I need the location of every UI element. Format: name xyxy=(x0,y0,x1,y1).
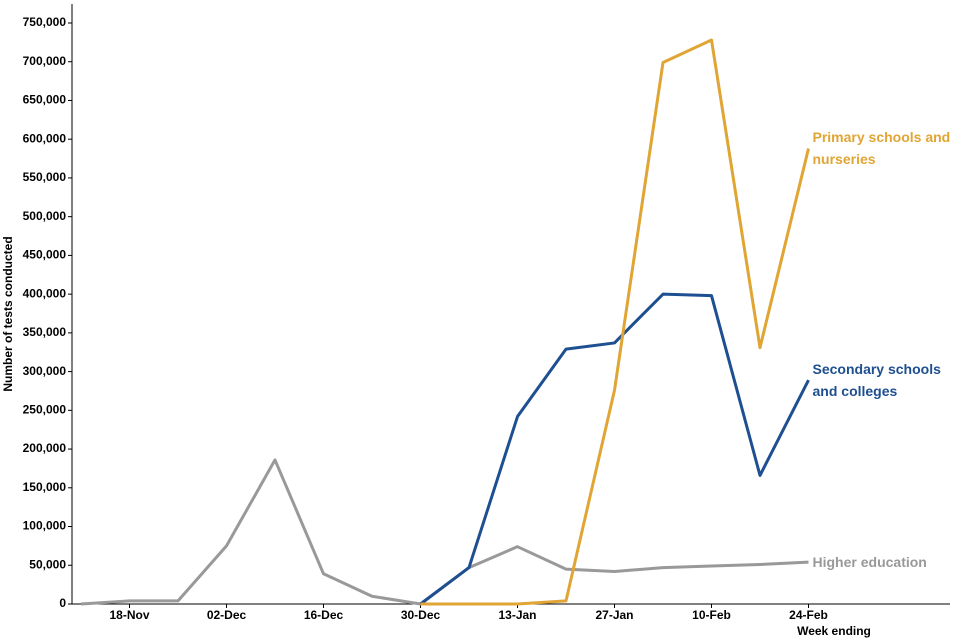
y-tick-label: 600,000 xyxy=(23,131,67,145)
y-tick-label: 0 xyxy=(59,596,66,610)
x-tick-label: 16-Dec xyxy=(304,608,344,622)
y-tick-label: 150,000 xyxy=(23,480,67,494)
y-tick-label: 750,000 xyxy=(23,15,67,29)
x-tick-label: 13-Jan xyxy=(498,608,536,622)
y-tick-label: 300,000 xyxy=(23,364,67,378)
y-tick-label: 400,000 xyxy=(23,286,67,300)
y-tick-label: 100,000 xyxy=(23,519,67,533)
y-tick-label: 200,000 xyxy=(23,441,67,455)
series-line xyxy=(419,292,810,606)
y-tick-label: 350,000 xyxy=(23,325,67,339)
series-line xyxy=(80,458,809,606)
x-axis-label: Week ending xyxy=(797,624,871,638)
y-axis-label: Number of tests conducted xyxy=(1,236,15,391)
x-tick-label: 30-Dec xyxy=(401,608,441,622)
x-tick-label: 24-Feb xyxy=(789,608,828,622)
x-tick-label: 02-Dec xyxy=(207,608,247,622)
x-tick-label: 27-Jan xyxy=(595,608,633,622)
y-tick-label: 450,000 xyxy=(23,248,67,262)
series-label: Higher education xyxy=(812,554,927,571)
x-tick-label: 18-Nov xyxy=(109,608,149,622)
y-tick-label: 250,000 xyxy=(23,403,67,417)
series-label: Primary schools and nurseries xyxy=(812,129,951,168)
series-line xyxy=(420,38,810,606)
y-tick-label: 550,000 xyxy=(23,170,67,184)
y-tick-label: 650,000 xyxy=(23,93,67,107)
x-tick-label: 10-Feb xyxy=(692,608,731,622)
y-tick-label: 700,000 xyxy=(23,54,67,68)
series-label: Secondary schools and colleges xyxy=(812,361,941,400)
y-tick-label: 500,000 xyxy=(23,209,67,223)
y-tick-label: 50,000 xyxy=(29,557,66,571)
